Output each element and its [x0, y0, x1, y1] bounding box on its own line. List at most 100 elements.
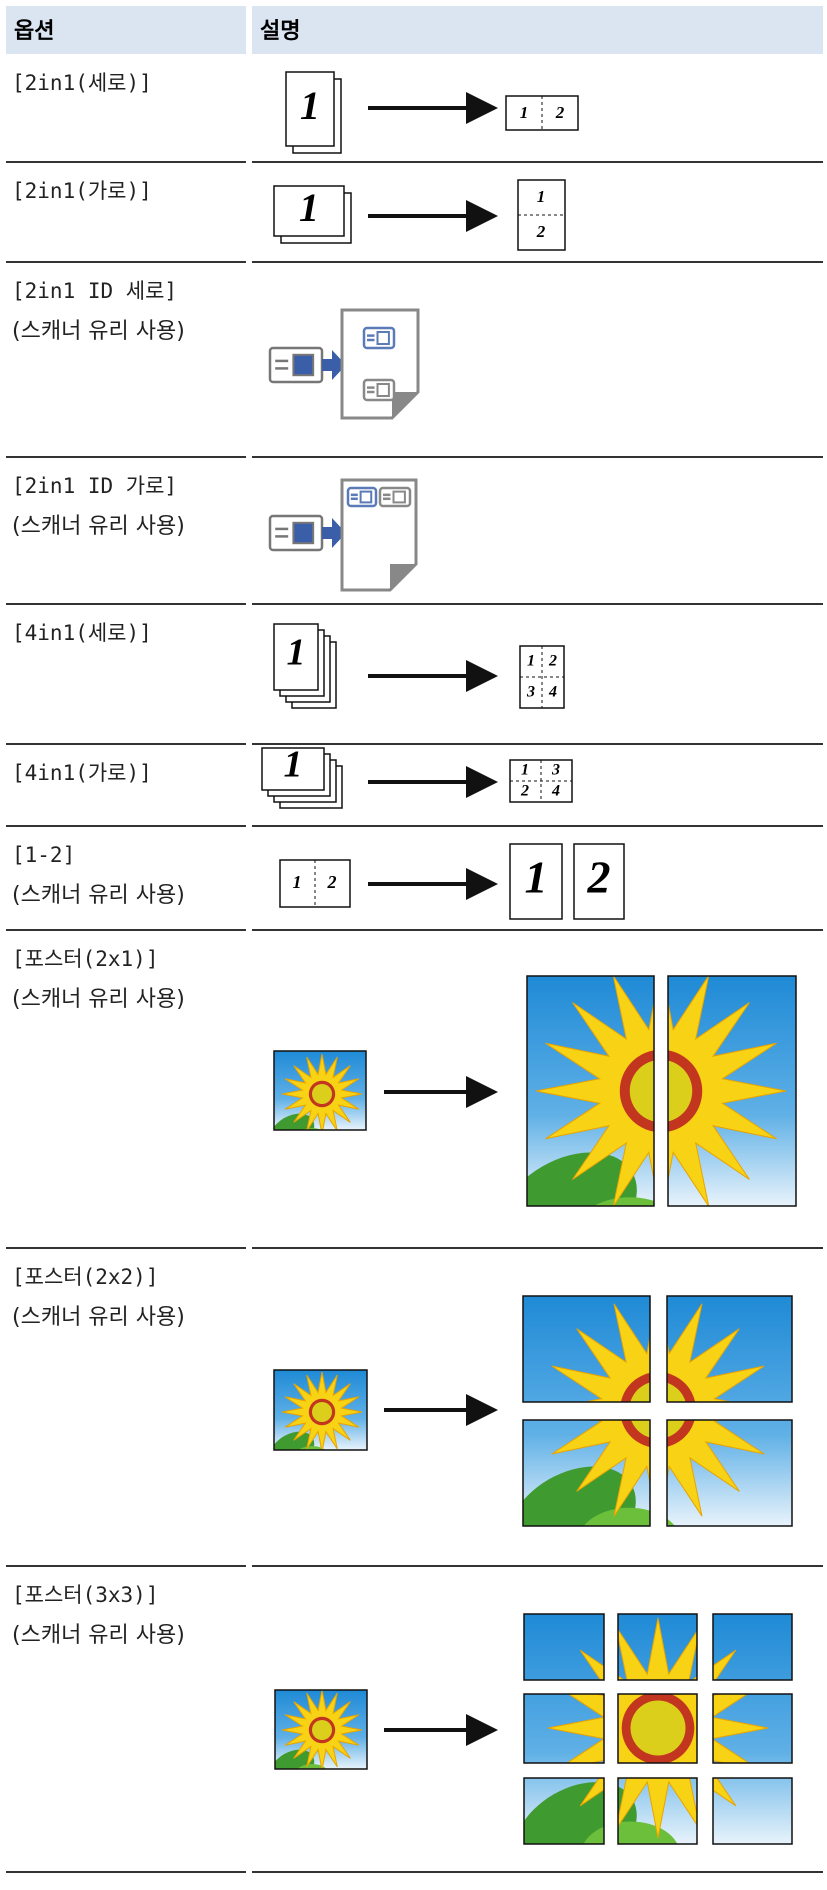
option-text: [1-2] [12, 843, 75, 867]
picture [524, 1614, 792, 1844]
tile-border [617, 1613, 698, 1681]
disk [620, 1372, 696, 1448]
id-card [362, 378, 396, 402]
card-photo [392, 490, 406, 504]
option-text: [포스터(2x2)] [12, 1265, 158, 1289]
tile-border [617, 1777, 698, 1845]
leaf [573, 1197, 686, 1206]
tile-border [666, 1295, 793, 1403]
page [509, 843, 563, 920]
picture [523, 1296, 792, 1526]
tile-border [274, 1689, 368, 1770]
leaf [298, 1446, 326, 1450]
disk-center [312, 1720, 332, 1740]
option-text: [2in1 ID 세로] [12, 279, 177, 303]
figure-number: 1 [287, 632, 306, 674]
card-photo [376, 331, 390, 345]
option-text: [포스터(3x3)] [12, 1583, 158, 1607]
figure-number: 3 [526, 684, 535, 701]
tile-border [522, 1419, 651, 1527]
disk-center [312, 1084, 332, 1104]
figure-number: 2 [536, 222, 546, 241]
card-photo [376, 383, 390, 397]
card-photo [292, 521, 315, 545]
tile-border [273, 1050, 367, 1131]
option-text: (스캐너 유리 사용) [12, 1305, 185, 1330]
figure-number: 3 [551, 762, 560, 779]
id-card [362, 326, 396, 350]
figure-number: 2 [548, 653, 557, 670]
tile-border [712, 1613, 793, 1681]
option-text: (스캐너 유리 사용) [12, 319, 185, 344]
option-text: (스캐너 유리 사용) [12, 1623, 185, 1648]
disk-center [629, 1059, 693, 1123]
fold [392, 392, 418, 418]
disk-center [630, 1700, 686, 1756]
figure-number: 1 [284, 744, 303, 786]
figure-number: 1 [521, 762, 529, 779]
figure-number: 2 [555, 103, 565, 122]
header-bg [6, 6, 246, 54]
disk-center [629, 1381, 687, 1439]
leaf [581, 1821, 680, 1844]
leaf [274, 1431, 315, 1450]
tile-border [523, 1777, 605, 1845]
leaf [297, 1764, 327, 1769]
option-text: (스캐너 유리 사용) [12, 514, 185, 539]
option-text: [4in1(세로)] [12, 621, 152, 645]
picture [527, 976, 796, 1206]
figure-number: 2 [520, 783, 529, 800]
figure-number: 1 [525, 852, 548, 903]
page [273, 623, 319, 691]
tile-border [523, 1693, 605, 1764]
picture [274, 1051, 366, 1130]
page [261, 747, 325, 791]
header-cell: 옵션 [14, 19, 54, 44]
page [505, 95, 579, 131]
tile-border [617, 1693, 698, 1764]
tile-border [666, 1419, 793, 1527]
option-text: [포스터(2x1)] [12, 947, 158, 971]
option-text: (스캐너 유리 사용) [12, 883, 185, 908]
figure-number: 1 [293, 872, 302, 892]
option-text: (스캐너 유리 사용) [12, 987, 185, 1012]
id-card [346, 486, 378, 508]
card-photo [359, 490, 373, 504]
tile-border [712, 1693, 793, 1764]
tile-border [522, 1295, 651, 1403]
figure-number: 4 [551, 783, 560, 800]
card-photo [292, 353, 315, 377]
figure-number: 1 [299, 185, 319, 230]
id-card [268, 346, 324, 384]
option-text: [4in1(가로)] [12, 761, 152, 785]
leaf [523, 1466, 636, 1526]
option-text: [2in1(가로)] [12, 179, 152, 203]
id-card [378, 486, 412, 508]
header-cell: 설명 [260, 19, 300, 44]
petals [535, 976, 787, 1206]
figure-number: 2 [587, 852, 611, 903]
disk-center [312, 1402, 332, 1422]
leaf [302, 1128, 322, 1130]
petals [542, 1296, 774, 1526]
leaf [527, 1152, 637, 1206]
leaf [274, 1113, 315, 1130]
leaf [275, 1749, 315, 1769]
figure-number: 4 [548, 684, 557, 701]
page [573, 843, 625, 920]
figure-number: 2 [327, 872, 337, 892]
picture [275, 1690, 367, 1769]
tile-border [667, 975, 797, 1207]
tile-border [273, 1369, 368, 1451]
tile-border [523, 1613, 605, 1681]
header-bg [252, 6, 823, 54]
figure-number: 1 [527, 653, 535, 670]
fold [390, 564, 416, 590]
figure-number: 1 [537, 187, 546, 206]
picture [274, 1370, 367, 1450]
option-text: [2in1(세로)] [12, 71, 152, 95]
id-card [268, 514, 324, 552]
blue-arrow [322, 518, 346, 548]
